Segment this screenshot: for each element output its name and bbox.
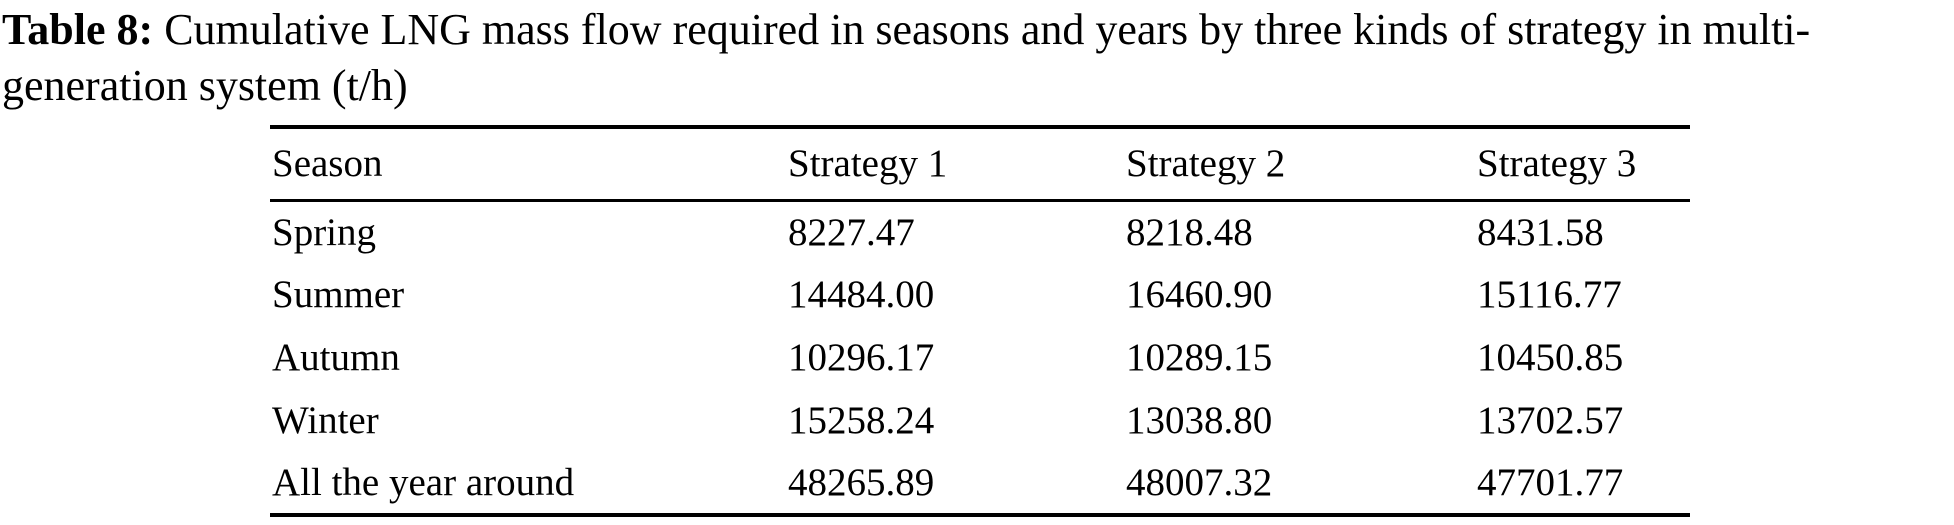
- value-cell: 10296.17: [788, 336, 935, 379]
- table-row-all-year: All the year around 48265.89 48007.32 47…: [270, 452, 1690, 515]
- data-table: Season Strategy 1 Strategy 2 Strategy 3 …: [270, 125, 1690, 517]
- caption-text-line-1: Cumulative LNG mass flow required in sea…: [164, 5, 1811, 54]
- value-cell: 8227.47: [788, 210, 915, 254]
- table-row-summer: Summer 14484.00 16460.90 15116.77: [270, 263, 1690, 326]
- table-caption: Table 8: Cumulative LNG mass flow requir…: [2, 2, 1952, 114]
- value-cell: 48007.32: [1126, 461, 1273, 504]
- value-cell: 14484.00: [788, 273, 935, 316]
- value-cell: 8431.58: [1477, 210, 1604, 254]
- caption-text-line-2: generation system (t/h): [2, 61, 408, 110]
- column-header-strategy-1: Strategy 1: [788, 142, 948, 186]
- table-row-autumn: Autumn 10296.17 10289.15 10450.85: [270, 326, 1690, 389]
- table-row-winter: Winter 15258.24 13038.80 13702.57: [270, 389, 1690, 452]
- value-cell: 10450.85: [1477, 336, 1624, 379]
- table-header-row: Season Strategy 1 Strategy 2 Strategy 3: [270, 127, 1690, 200]
- caption-line-2: generation system (t/h): [2, 58, 1952, 114]
- value-cell: 8218.48: [1126, 210, 1253, 254]
- value-cell: 13702.57: [1477, 399, 1624, 442]
- value-cell: 47701.77: [1477, 461, 1624, 504]
- table-row-spring: Spring 8227.47 8218.48 8431.58: [270, 200, 1690, 263]
- value-cell: 48265.89: [788, 461, 935, 504]
- column-header-season: Season: [272, 142, 383, 186]
- season-cell: Winter: [272, 399, 379, 442]
- value-cell: 16460.90: [1126, 273, 1273, 316]
- season-cell: Autumn: [272, 336, 400, 379]
- value-cell: 10289.15: [1126, 336, 1273, 379]
- value-cell: 15258.24: [788, 399, 935, 442]
- data-table-container: Season Strategy 1 Strategy 2 Strategy 3 …: [270, 125, 1690, 517]
- column-header-strategy-2: Strategy 2: [1126, 142, 1286, 186]
- season-cell: Spring: [272, 210, 377, 254]
- value-cell: 13038.80: [1126, 399, 1273, 442]
- column-header-strategy-3: Strategy 3: [1477, 142, 1637, 186]
- value-cell: 15116.77: [1477, 273, 1622, 316]
- season-cell: Summer: [272, 273, 405, 316]
- caption-line-1: Table 8: Cumulative LNG mass flow requir…: [2, 2, 1952, 58]
- season-cell: All the year around: [272, 461, 575, 504]
- caption-label: Table 8:: [2, 5, 154, 54]
